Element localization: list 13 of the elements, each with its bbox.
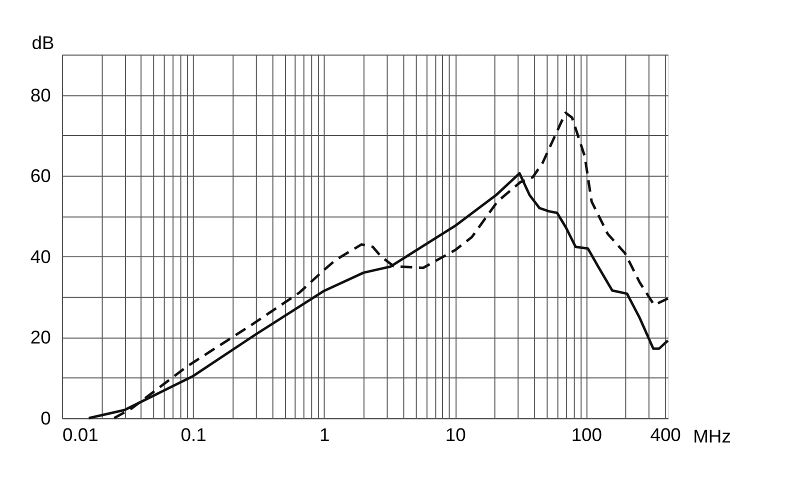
y-tick-label: 0: [40, 407, 51, 428]
x-tick-label: 0.1: [180, 424, 206, 445]
x-axis-title: MHz: [693, 425, 731, 446]
y-tick-label: 80: [30, 84, 51, 106]
y-tick-label: 60: [30, 165, 51, 186]
y-tick-label: 20: [30, 326, 51, 348]
x-tick-label: 400: [650, 424, 681, 445]
x-tick-label: 0.01: [62, 424, 98, 445]
x-tick-label: 100: [571, 424, 602, 445]
y-axis-title: dB: [32, 32, 54, 53]
y-tick-label: 40: [30, 246, 51, 267]
x-tick-label: 1: [319, 424, 330, 445]
x-tick-label: 10: [445, 424, 466, 445]
